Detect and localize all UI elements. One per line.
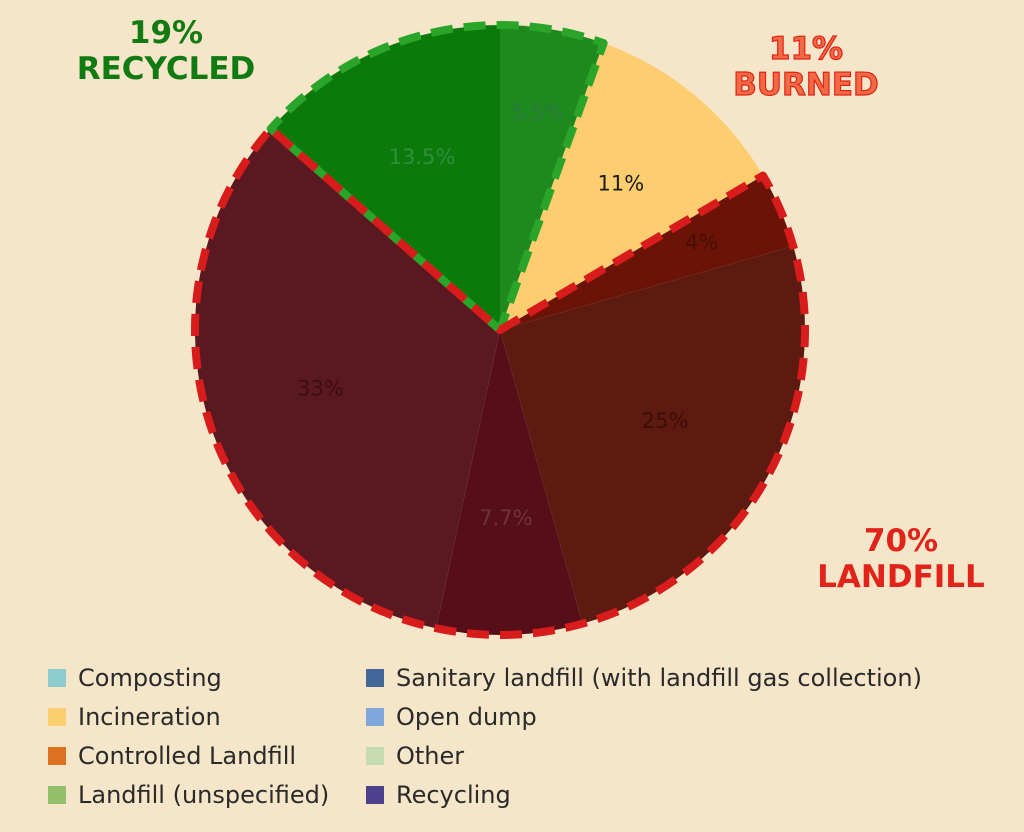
recycled-callout-pct: 19% xyxy=(128,15,204,51)
burned-callout-text: BURNED xyxy=(733,66,880,103)
slice-data-label-recycling: 5.5% xyxy=(511,101,564,125)
legend-item-landfill-unspecified: Landfill (unspecified) xyxy=(48,781,329,809)
legend-item-incineration: Incineration xyxy=(48,703,221,731)
legend-swatch xyxy=(48,747,66,765)
legend-item-sanitary-landfill-with-landfill-gas-collection: Sanitary landfill (with landfill gas col… xyxy=(366,664,922,692)
legend-label: Recycling xyxy=(396,781,511,809)
legend-label: Open dump xyxy=(396,703,537,731)
slice-data-label-incineration: 11% xyxy=(597,172,644,196)
slice-data-label-composting: 13.5% xyxy=(389,145,456,169)
landfill-callout: 70% LANDFILL xyxy=(796,523,1006,595)
recycled-callout: 19% RECYCLED xyxy=(60,15,272,87)
burned-callout: 11% BURNED xyxy=(716,31,896,103)
slice-data-label-sanitary-landfill-with-landfill-gas-collection: 7.7% xyxy=(479,506,532,530)
legend-item-recycling: Recycling xyxy=(366,781,511,809)
slice-data-label-open-dump: 4% xyxy=(685,230,718,254)
landfill-callout-pct: 70% xyxy=(863,523,939,559)
recycled-callout-text: RECYCLED xyxy=(76,50,256,87)
legend-swatch xyxy=(366,747,384,765)
legend-swatch xyxy=(366,786,384,804)
pie-slice-incineration xyxy=(500,43,764,331)
legend-swatch xyxy=(48,786,66,804)
recycled-group-outline xyxy=(266,21,608,334)
legend-item-controlled-landfill: Controlled Landfill xyxy=(48,742,296,770)
landfill-group-outline xyxy=(191,124,809,639)
slice-data-label-controlled-landfill: 25% xyxy=(642,409,689,433)
burned-callout-pct: 11% xyxy=(768,31,844,67)
pie-slice-composting xyxy=(270,25,500,330)
legend: Composting Sanitary landfill (with landfi… xyxy=(48,664,1008,824)
legend-swatch xyxy=(48,708,66,726)
legend-label: Sanitary landfill (with landfill gas col… xyxy=(396,664,922,692)
legend-swatch xyxy=(48,669,66,687)
pie-chart: 5.5% 11% 4% 25% 7.7% 33% 13.5% xyxy=(191,21,809,639)
landfill-callout-text: LANDFILL xyxy=(817,558,985,595)
pie-slice-sanitary-landfill-with-landfill-gas-collection xyxy=(436,330,583,635)
legend-swatch xyxy=(366,708,384,726)
legend-item-other: Other xyxy=(366,742,464,770)
pie-slice-landfill-unspecified xyxy=(195,128,500,629)
legend-item-open-dump: Open dump xyxy=(366,703,537,731)
legend-label: Composting xyxy=(78,664,222,692)
legend-label: Controlled Landfill xyxy=(78,742,297,770)
legend-label: Incineration xyxy=(78,703,221,731)
pie-slice-controlled-landfill xyxy=(500,246,805,624)
slice-data-label-landfill-unspecified: 33% xyxy=(297,376,344,400)
legend-item-composting: Composting xyxy=(48,664,222,692)
legend-label: Landfill (unspecified) xyxy=(78,781,330,809)
legend-label: Other xyxy=(396,742,465,770)
legend-swatch xyxy=(366,669,384,687)
